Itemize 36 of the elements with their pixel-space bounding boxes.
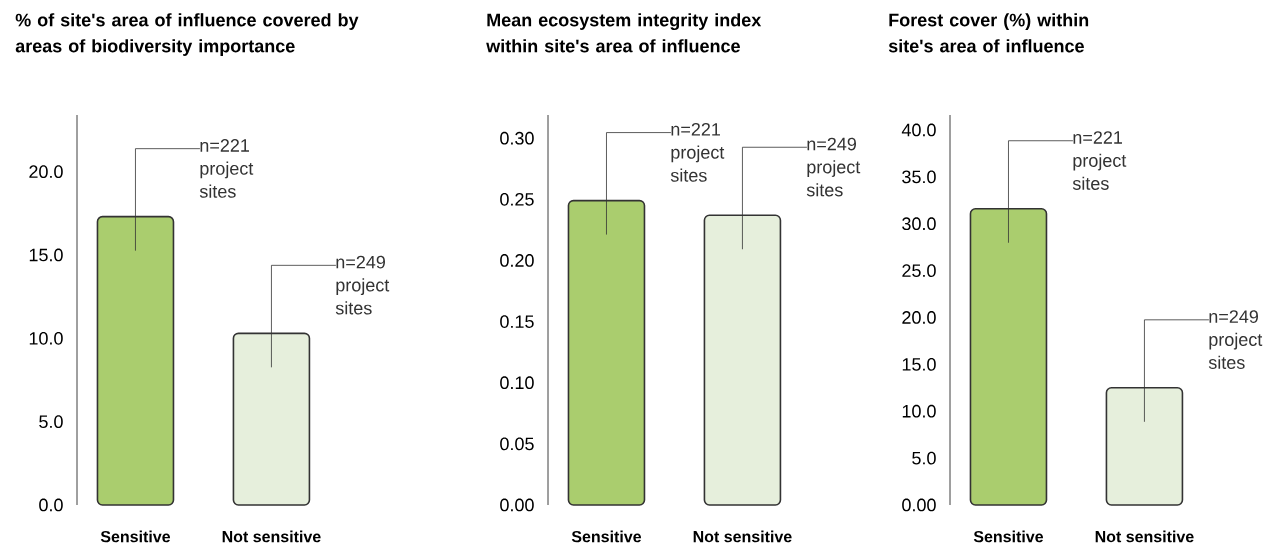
annotation: n=249 project sites [335, 255, 390, 315]
y-tick-label: 40.0 [901, 123, 936, 137]
annotation: n=249 project sites [1208, 310, 1263, 369]
x-tick-label: Not sensitive [1095, 530, 1194, 543]
y-tick-label: 10.0 [902, 404, 936, 418]
y-tick-label: 0.20 [500, 254, 534, 267]
chart-title: Forest cover (%) within site's area of influence [888, 13, 1089, 53]
y-tick-label: 20.0 [29, 165, 63, 179]
y-tick-label: 0.00 [902, 498, 936, 512]
y-tick-label: 5.0 [912, 451, 936, 465]
y-tick-label: 30.0 [902, 217, 936, 231]
y-tick-label: 5.0 [39, 415, 63, 429]
y-tick-label: 35.0 [902, 170, 936, 184]
x-tick-label: Sensitive [100, 530, 171, 543]
y-tick-label: 0.10 [500, 376, 534, 390]
y-tick-label: 10.0 [29, 331, 63, 345]
chart-title: % of site's area of influence covered by areas of biodiversity importance [15, 13, 359, 56]
x-tick-label: Sensitive [973, 530, 1044, 543]
annotation: n=221 project sites [670, 122, 725, 182]
y-tick-label: 0.0 [39, 498, 63, 512]
x-tick-label: Not sensitive [693, 530, 792, 543]
annotation: n=221 project sites [1072, 131, 1127, 190]
y-tick-label: 20.0 [902, 311, 936, 324]
y-tick-label: 0.25 [500, 192, 534, 206]
y-tick-label: 0.00 [500, 498, 534, 512]
annotation: n=221 project sites [199, 139, 254, 198]
y-tick-label: 15.0 [902, 357, 936, 371]
chart-title: Mean ecosystem integrity index within site's area of influence [486, 13, 762, 53]
x-tick-label: Not sensitive [222, 530, 321, 543]
y-tick-label: 0.05 [500, 437, 534, 451]
y-tick-label: 0.30 [500, 131, 534, 145]
y-tick-label: 15.0 [29, 248, 63, 262]
y-tick-label: 0.15 [500, 315, 534, 328]
annotation: n=249 project sites [806, 137, 861, 197]
x-tick-label: Sensitive [571, 530, 642, 543]
y-tick-label: 25.0 [902, 264, 936, 277]
